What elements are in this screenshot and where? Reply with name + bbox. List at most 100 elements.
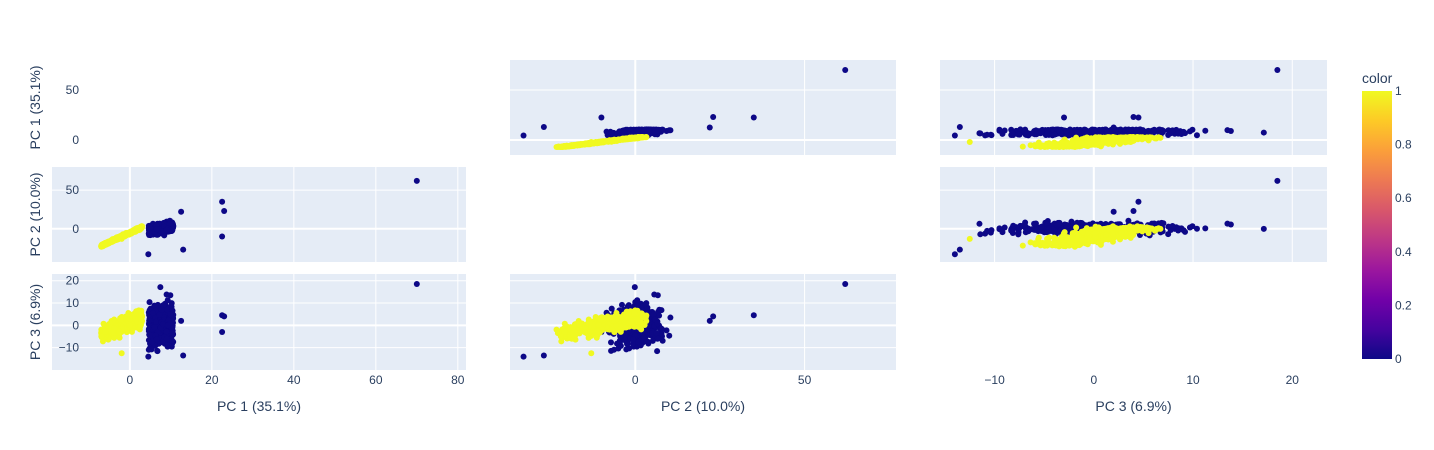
data-point xyxy=(1130,134,1137,141)
data-point xyxy=(1143,226,1150,233)
data-point xyxy=(951,132,958,139)
data-point xyxy=(1180,128,1187,135)
x-axis-title: PC 1 (35.1%) xyxy=(217,398,301,414)
data-point xyxy=(635,134,642,141)
data-point xyxy=(1092,230,1099,237)
data-point xyxy=(128,328,135,335)
data-point xyxy=(623,340,630,347)
data-point xyxy=(158,228,165,235)
data-point xyxy=(117,316,124,323)
points-layer xyxy=(98,177,420,258)
data-point xyxy=(146,317,153,324)
data-point xyxy=(1031,240,1038,247)
data-point xyxy=(154,347,161,354)
data-point xyxy=(1035,140,1042,147)
data-point xyxy=(1073,242,1080,249)
x-tick-label: −10 xyxy=(984,373,1005,387)
data-point xyxy=(219,233,226,240)
data-point xyxy=(1117,225,1124,232)
data-point xyxy=(1104,129,1111,136)
points-layer xyxy=(520,281,849,360)
data-point xyxy=(1118,136,1125,143)
y-axis-title: PC 1 (35.1%) xyxy=(27,65,43,149)
data-point xyxy=(570,332,577,339)
data-point xyxy=(651,291,658,298)
data-point xyxy=(608,347,615,354)
data-point xyxy=(1274,177,1281,184)
data-point xyxy=(1019,143,1026,150)
x-axis-title: PC 3 (6.9%) xyxy=(1095,398,1171,414)
data-point xyxy=(1202,225,1209,232)
x-tick-label: 40 xyxy=(287,373,301,387)
y-tick-label: −10 xyxy=(59,341,80,355)
data-point xyxy=(148,346,155,353)
data-point xyxy=(645,127,652,134)
data-point xyxy=(413,177,420,184)
data-point xyxy=(1059,237,1066,244)
data-point xyxy=(180,246,187,253)
data-point xyxy=(110,237,117,244)
data-point xyxy=(1193,132,1200,139)
data-point xyxy=(561,329,568,336)
data-point xyxy=(1001,224,1008,231)
data-point xyxy=(219,198,226,205)
data-point xyxy=(587,319,594,326)
data-point xyxy=(667,314,674,321)
data-point xyxy=(1227,221,1234,228)
data-point xyxy=(1130,230,1137,237)
data-point xyxy=(658,325,665,332)
data-point xyxy=(640,128,647,135)
colorbar-tick-label: 0 xyxy=(1395,352,1402,366)
data-point xyxy=(1127,234,1134,241)
data-point xyxy=(666,332,673,339)
x-tick-label: 0 xyxy=(632,373,639,387)
data-point xyxy=(221,313,228,320)
data-point xyxy=(966,235,973,242)
data-point xyxy=(706,317,713,324)
data-point xyxy=(571,141,578,148)
data-point xyxy=(1102,231,1109,238)
data-point xyxy=(1009,129,1016,136)
data-point xyxy=(137,316,144,323)
data-point xyxy=(1009,227,1016,234)
panel-r1-c2: −10 0 10 20 xyxy=(940,167,1327,387)
data-point xyxy=(581,141,588,148)
data-point xyxy=(951,251,958,258)
data-point xyxy=(1028,130,1035,137)
data-point xyxy=(156,311,163,318)
data-point xyxy=(1169,127,1176,134)
data-point xyxy=(627,318,634,325)
data-point xyxy=(145,251,152,258)
data-point xyxy=(1169,223,1176,230)
data-point xyxy=(1110,208,1117,215)
x-tick-label: 0 xyxy=(1090,373,1097,387)
x-tick-label: 0 xyxy=(127,373,134,387)
data-point xyxy=(1028,226,1035,233)
points-layer xyxy=(520,67,849,150)
panel-r0-c1: 050 xyxy=(66,60,896,155)
points-layer xyxy=(951,67,1281,150)
data-point xyxy=(1175,130,1182,137)
data-point xyxy=(540,352,547,359)
data-point xyxy=(1041,242,1048,249)
data-point xyxy=(1056,220,1063,227)
data-point xyxy=(1160,220,1167,227)
data-point xyxy=(1130,114,1137,120)
data-point xyxy=(1135,198,1142,205)
data-point xyxy=(653,330,660,337)
data-point xyxy=(1175,227,1182,234)
data-point xyxy=(1067,239,1074,246)
data-point xyxy=(153,336,160,343)
data-point xyxy=(1159,129,1166,136)
data-point xyxy=(561,320,568,327)
data-point xyxy=(164,343,171,350)
data-point xyxy=(1038,223,1045,230)
data-point xyxy=(634,297,641,304)
data-point xyxy=(163,328,170,335)
data-point xyxy=(1052,143,1059,150)
data-point xyxy=(1016,131,1023,138)
data-point xyxy=(413,281,420,288)
data-point xyxy=(617,342,624,349)
data-point xyxy=(617,328,624,335)
